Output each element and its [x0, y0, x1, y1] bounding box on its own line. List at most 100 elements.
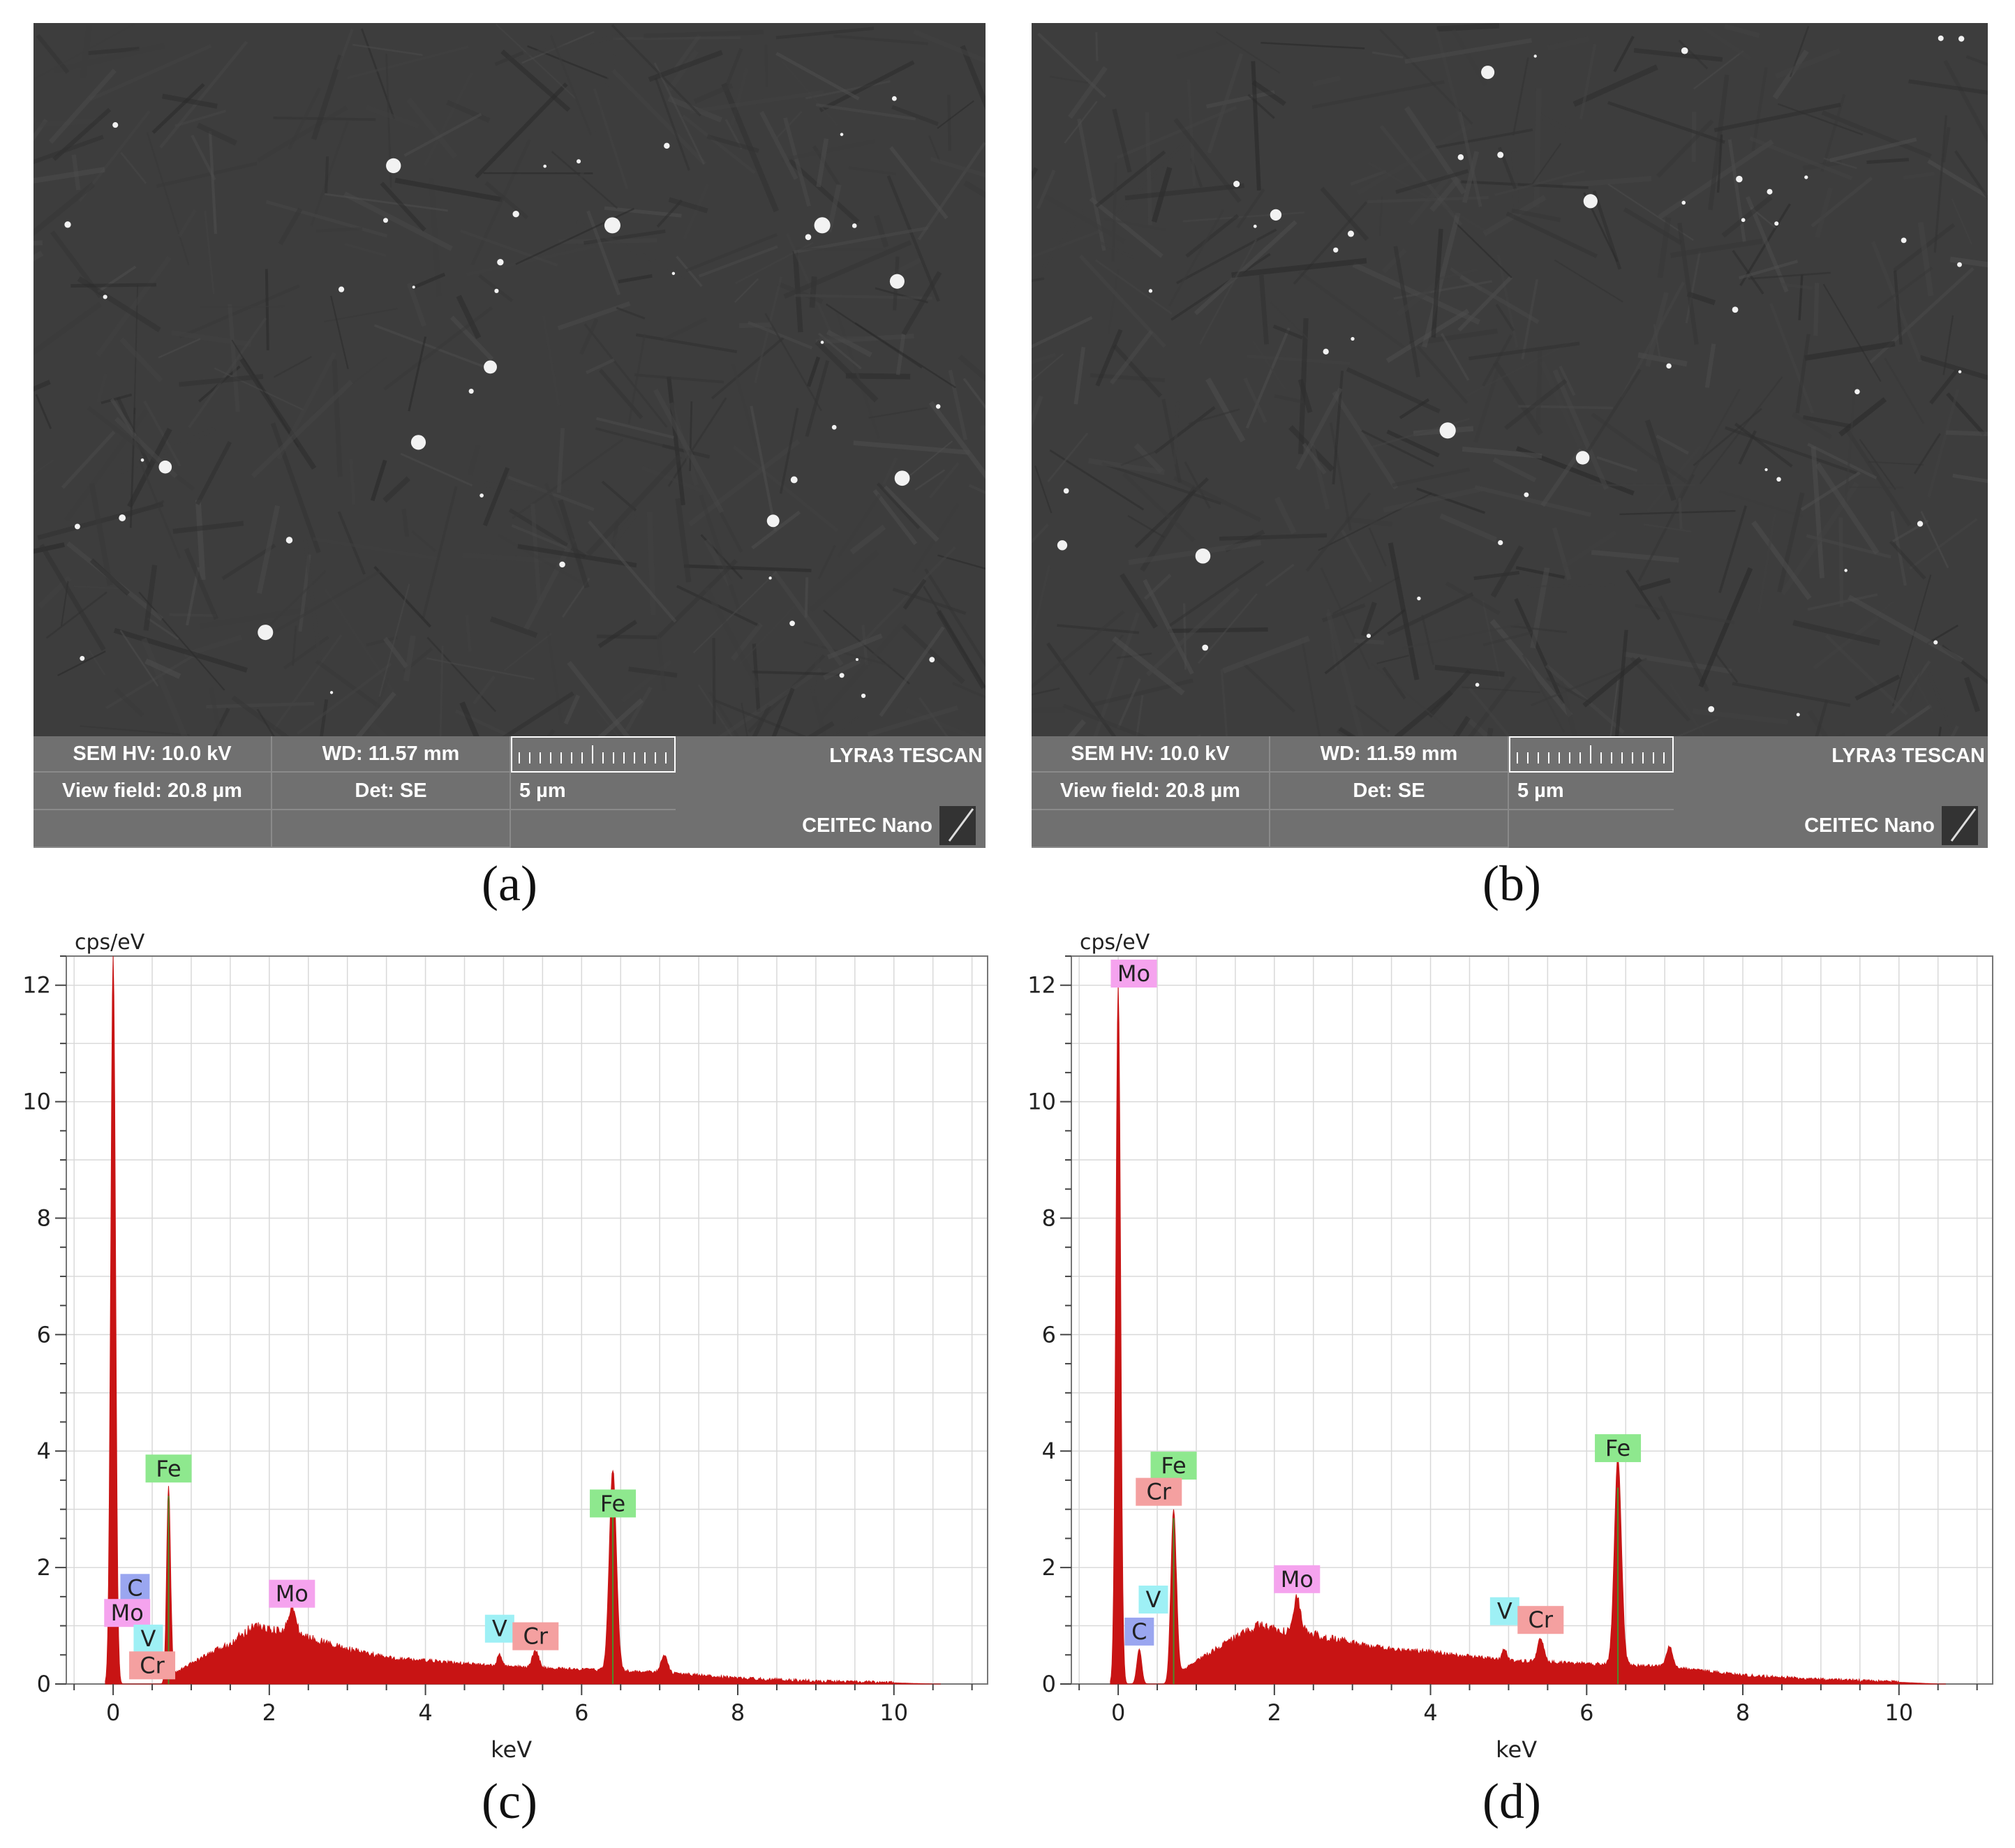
element-label-v: V: [1489, 1597, 1519, 1625]
scale-ruler-icon: [519, 745, 667, 763]
martensite-texture: [1032, 23, 1988, 736]
x-tick-label: 4: [418, 1699, 432, 1726]
svg-text:Fe: Fe: [1161, 1452, 1186, 1479]
y-tick-label: 6: [37, 1321, 51, 1348]
y-tick-label: 6: [1042, 1321, 1056, 1348]
y-axis: 0 2 4 6 8 10 12: [22, 955, 66, 1697]
svg-text:Fe: Fe: [156, 1455, 181, 1482]
y-tick-label: 8: [1042, 1205, 1056, 1231]
element-label-v: V: [1138, 1586, 1168, 1614]
sem-image-a: SEM HV: 10.0 kV WD: 11.57 mm View field:…: [34, 23, 986, 848]
element-label-cr: Cr: [1517, 1606, 1564, 1634]
carbide-particles: [64, 96, 941, 699]
svg-text:Mo: Mo: [1281, 1566, 1314, 1593]
svg-text:Cr: Cr: [140, 1652, 165, 1678]
x-tick-label: 8: [731, 1699, 745, 1726]
tescan-logo-icon: [1942, 806, 1978, 845]
sem-wd: WD: 11.59 mm: [1270, 736, 1509, 773]
svg-text:Mo: Mo: [111, 1600, 144, 1626]
sem-infobar-b: SEM HV: 10.0 kV WD: 11.59 mm View field:…: [1032, 736, 1988, 848]
eds-spectrum-c: 0 2 4 6 8 10 keV 0 2 4 6 8 10 12 cps/eV Fe C Mo V Cr Mo V Cr Fe: [0, 921, 1005, 1773]
scale-ruler-icon: [1517, 745, 1665, 763]
element-label-fe: Fe: [590, 1489, 637, 1518]
sem-wd: WD: 11.57 mm: [272, 736, 511, 773]
x-axis: 0 2 4 6 8 10: [73, 1684, 973, 1726]
sem-micrograph-b: [1032, 23, 1988, 736]
element-label-mo: Mo: [1274, 1565, 1321, 1593]
scale-label: 5 µm: [1509, 773, 1674, 810]
sem-detector: Det: SE: [1270, 773, 1509, 810]
svg-text:Cr: Cr: [523, 1623, 549, 1650]
element-label-mo: Mo: [104, 1599, 151, 1627]
sem-hv: SEM HV: 10.0 kV: [1032, 736, 1270, 773]
grid: [1071, 956, 1993, 1685]
element-label-c: C: [1124, 1617, 1154, 1646]
svg-text:V: V: [492, 1616, 507, 1642]
sem-brand: LYRA3 TESCAN: [1831, 745, 1985, 767]
svg-text:Fe: Fe: [600, 1490, 625, 1517]
sem-micrograph-a: [34, 23, 986, 736]
y-axis: 0 2 4 6 8 10 12: [1027, 955, 1071, 1697]
spectrum-area: [1110, 985, 1946, 1685]
svg-text:C: C: [127, 1574, 142, 1601]
svg-text:C: C: [1131, 1618, 1147, 1645]
sem-empty-cell: [272, 810, 511, 848]
panel-label-a: (a): [482, 856, 537, 911]
element-label-mo: Mo: [269, 1579, 315, 1608]
x-tick-label: 8: [1736, 1699, 1750, 1726]
element-label-fe: Fe: [1595, 1434, 1642, 1463]
scale-label: 5 µm: [511, 773, 676, 810]
element-label-mo: Mo: [1110, 960, 1157, 988]
panel-label-c: (c): [482, 1773, 537, 1829]
svg-text:Mo: Mo: [276, 1581, 308, 1607]
x-tick-label: 2: [262, 1699, 276, 1726]
element-label-cr: Cr: [1136, 1477, 1182, 1506]
sem-lab: CEITEC Nano: [1804, 814, 1935, 837]
y-tick-label: 4: [37, 1438, 51, 1464]
x-tick-label: 6: [574, 1699, 588, 1726]
sem-image-b: SEM HV: 10.0 kV WD: 11.59 mm View field:…: [1032, 23, 1988, 848]
sem-infobar-a: SEM HV: 10.0 kV WD: 11.57 mm View field:…: [34, 736, 986, 848]
martensite-texture: [34, 23, 986, 736]
y-tick-label: 10: [22, 1089, 51, 1115]
sem-view-field: View field: 20.8 µm: [1032, 773, 1270, 810]
sem-brand: LYRA3 TESCAN: [829, 745, 983, 767]
plot-frame: [1071, 955, 1993, 1685]
svg-text:V: V: [1497, 1598, 1512, 1625]
x-tick-label: 6: [1579, 1699, 1593, 1726]
sem-hv: SEM HV: 10.0 kV: [34, 736, 272, 773]
y-axis-label: cps/eV: [75, 930, 145, 955]
x-tick-label: 2: [1267, 1699, 1281, 1726]
x-tick-label: 10: [879, 1699, 908, 1726]
x-tick-label: 4: [1423, 1699, 1437, 1726]
y-tick-label: 12: [1027, 972, 1056, 999]
sem-empty-cell: [34, 810, 272, 848]
carbide-particles: [1057, 35, 1965, 717]
panel-label-b: (b): [1482, 856, 1541, 911]
svg-text:V: V: [141, 1625, 156, 1652]
plot-frame: [66, 955, 988, 1685]
y-tick-label: 12: [22, 972, 51, 999]
element-label-v: V: [484, 1614, 514, 1643]
y-tick-label: 2: [37, 1554, 51, 1581]
svg-text:Mo: Mo: [1117, 960, 1150, 987]
element-label-fe: Fe: [145, 1454, 192, 1483]
x-tick-label: 10: [1884, 1699, 1913, 1726]
tescan-logo-icon: [939, 806, 976, 845]
element-label-c: C: [120, 1574, 150, 1602]
x-tick-label: 0: [106, 1699, 120, 1726]
element-label-v: V: [133, 1624, 163, 1653]
sem-empty-cell: [1270, 810, 1509, 848]
x-axis-label: keV: [1496, 1736, 1537, 1763]
svg-text:Cr: Cr: [1147, 1479, 1172, 1505]
svg-text:V: V: [1146, 1586, 1161, 1613]
element-label-cr: Cr: [512, 1622, 559, 1650]
spectrum-area: [105, 955, 941, 1685]
svg-text:Fe: Fe: [1605, 1435, 1630, 1461]
x-axis-label: keV: [491, 1736, 532, 1763]
y-tick-label: 10: [1027, 1089, 1056, 1115]
element-label-fe: Fe: [1150, 1452, 1197, 1480]
svg-text:Cr: Cr: [1529, 1607, 1554, 1633]
